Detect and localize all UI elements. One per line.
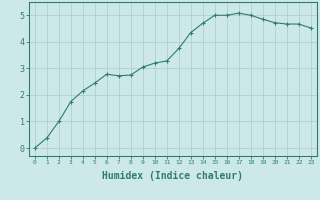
X-axis label: Humidex (Indice chaleur): Humidex (Indice chaleur) (102, 171, 243, 181)
